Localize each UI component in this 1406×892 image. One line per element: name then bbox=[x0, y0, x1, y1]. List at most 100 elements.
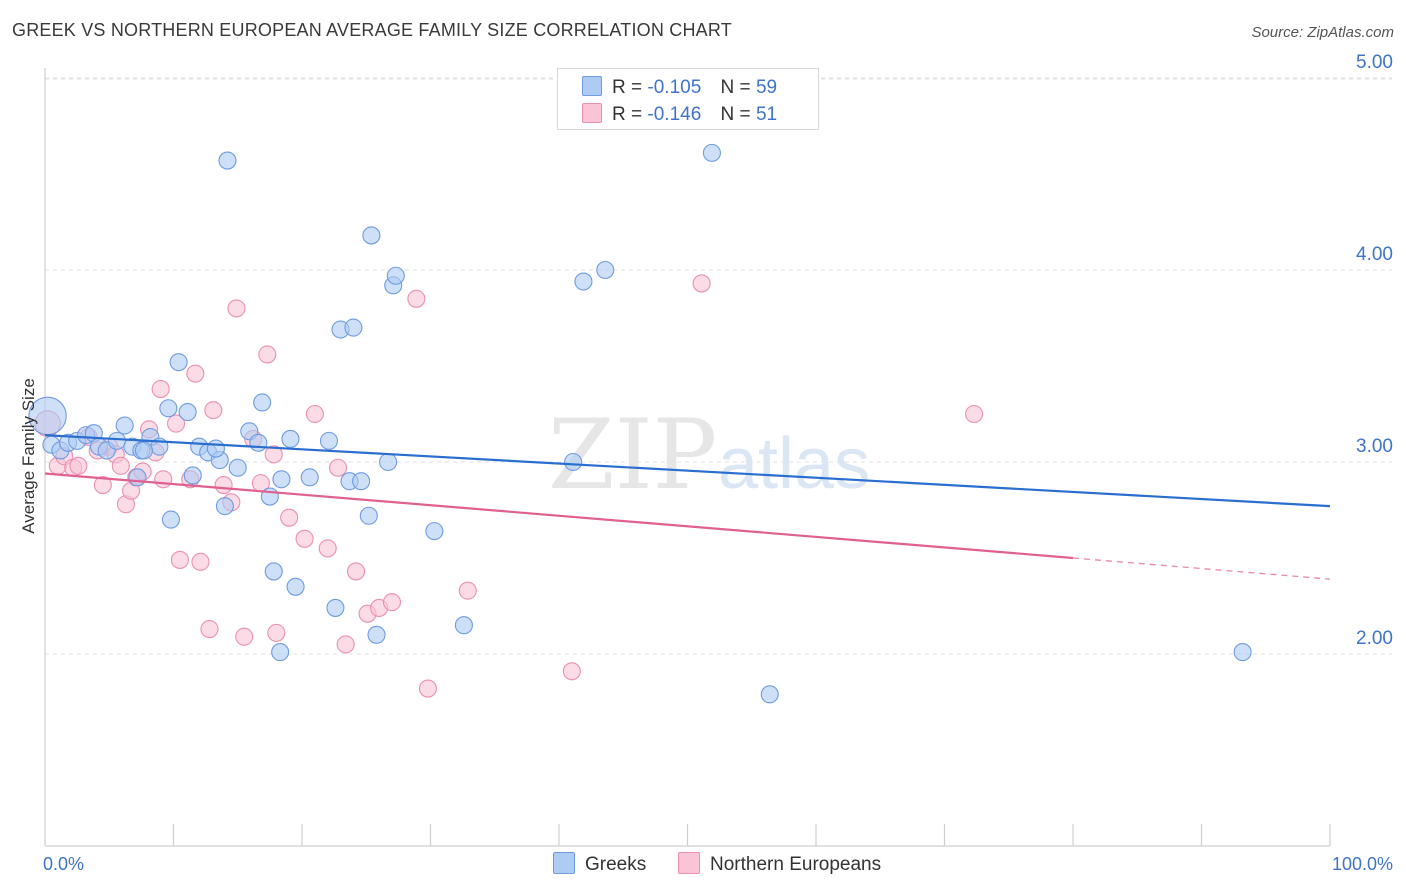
y-tick-label: 2.00 bbox=[1356, 628, 1393, 649]
northern-point bbox=[336, 635, 355, 654]
greeks-point bbox=[249, 433, 268, 452]
northern-point bbox=[280, 508, 299, 527]
greeks-point bbox=[300, 468, 319, 487]
greeks-point bbox=[359, 506, 378, 525]
greeks-point bbox=[367, 625, 386, 644]
northern-r-value: -0.146 bbox=[647, 104, 702, 125]
northern-point bbox=[305, 404, 324, 424]
greeks-legend-swatch bbox=[553, 852, 575, 874]
greeks-point bbox=[425, 522, 444, 541]
northern-point bbox=[258, 345, 277, 364]
northern-point bbox=[318, 539, 337, 558]
n-label: N = bbox=[720, 77, 751, 98]
stats-legend: R = -0.105 N = 59 R = -0.146 N = 51 bbox=[557, 68, 819, 130]
stats-row-northern: R = -0.146 N = 51 bbox=[582, 103, 777, 127]
northern-point bbox=[93, 475, 112, 495]
trend-lines bbox=[44, 434, 1331, 580]
greeks-trend-line bbox=[44, 434, 1331, 508]
r-label: R = bbox=[612, 77, 643, 98]
y-tick-label: 4.00 bbox=[1356, 244, 1393, 265]
gridlines bbox=[45, 77, 1392, 655]
legend-label-northern: Northern Europeans bbox=[710, 854, 882, 875]
greeks-point bbox=[228, 458, 247, 477]
greeks-point bbox=[115, 416, 134, 435]
greeks-point bbox=[159, 399, 178, 418]
northern-point bbox=[264, 445, 283, 464]
greeks-point bbox=[319, 431, 339, 450]
tick-labels: 2.00 3.00 4.00 5.00 0.0% 100.0% bbox=[43, 52, 1393, 874]
northern-point bbox=[227, 299, 246, 318]
greeks-point bbox=[326, 598, 345, 617]
northern-point bbox=[235, 627, 254, 646]
northern-swatch bbox=[582, 103, 602, 123]
northern-point bbox=[562, 662, 581, 681]
northern-point bbox=[191, 552, 210, 571]
greeks-point bbox=[760, 685, 779, 704]
r-label: R = bbox=[612, 104, 643, 125]
greeks-point bbox=[271, 643, 290, 662]
greeks-point bbox=[272, 470, 291, 489]
northern-point bbox=[111, 456, 130, 475]
northern-point bbox=[69, 456, 88, 475]
greeks-point bbox=[702, 143, 721, 162]
northern-point bbox=[295, 529, 314, 548]
greeks-point bbox=[215, 497, 234, 516]
northern-point bbox=[692, 274, 711, 293]
northern-trend-line bbox=[44, 472, 1074, 560]
greeks-point bbox=[286, 577, 305, 596]
watermark-atlas: atlas bbox=[718, 424, 870, 504]
northern-point bbox=[328, 458, 348, 477]
northern-point bbox=[267, 623, 286, 642]
y-axis-label: Average Family Size bbox=[19, 378, 38, 534]
northern-legend-swatch bbox=[678, 852, 700, 874]
source-credit: Source: ZipAtlas.com bbox=[1251, 24, 1394, 41]
legend-label-greeks: Greeks bbox=[585, 854, 647, 875]
northern-point bbox=[214, 475, 233, 495]
legend-item-greeks[interactable]: Greeks bbox=[553, 852, 646, 876]
greeks-point bbox=[161, 510, 180, 529]
greeks-point bbox=[281, 429, 300, 449]
greeks-point bbox=[362, 226, 381, 245]
northern-point bbox=[186, 364, 205, 383]
greeks-point bbox=[564, 452, 583, 472]
axes bbox=[44, 68, 1331, 847]
northern-point bbox=[965, 404, 984, 424]
greeks-point bbox=[574, 272, 593, 291]
greeks-r-value: -0.105 bbox=[647, 77, 702, 98]
northern-point bbox=[458, 581, 477, 600]
greeks-point bbox=[379, 452, 398, 472]
y-tick-label: 5.00 bbox=[1356, 52, 1393, 73]
greeks-point bbox=[454, 616, 473, 635]
northern-point bbox=[418, 679, 437, 698]
northern-point bbox=[204, 401, 223, 420]
greeks-point bbox=[596, 260, 615, 280]
greeks-point bbox=[264, 562, 283, 581]
greeks-point bbox=[344, 318, 363, 337]
legend-item-northern[interactable]: Northern Europeans bbox=[678, 852, 881, 876]
northern-point bbox=[167, 414, 186, 433]
x-tick-label: 0.0% bbox=[43, 854, 84, 874]
greeks-swatch bbox=[582, 76, 602, 96]
x-tick-label: 100.0% bbox=[1332, 854, 1393, 874]
series-legend: Greeks Northern Europeans bbox=[0, 852, 1406, 876]
greeks-point bbox=[183, 466, 202, 485]
northern-point bbox=[407, 289, 426, 308]
greeks-n-value: 59 bbox=[755, 77, 778, 98]
y-tick-label: 3.00 bbox=[1356, 436, 1393, 457]
greeks-point bbox=[1233, 643, 1252, 662]
greeks-point bbox=[107, 431, 127, 450]
watermark: ZIP atlas bbox=[548, 399, 870, 511]
greeks-point bbox=[128, 468, 147, 487]
greeks-point bbox=[253, 393, 272, 412]
greeks-point bbox=[386, 266, 405, 285]
greeks-point bbox=[134, 441, 153, 460]
n-label: N = bbox=[720, 104, 751, 125]
chart-title: GREEK VS NORTHERN EUROPEAN AVERAGE FAMIL… bbox=[12, 20, 732, 40]
northern-point bbox=[154, 470, 173, 489]
greeks-point bbox=[169, 353, 188, 372]
northern-n-value: 51 bbox=[755, 104, 778, 125]
greeks-points bbox=[28, 143, 1252, 704]
stats-row-greeks: R = -0.105 N = 59 bbox=[582, 76, 777, 100]
northern-point bbox=[346, 562, 366, 581]
